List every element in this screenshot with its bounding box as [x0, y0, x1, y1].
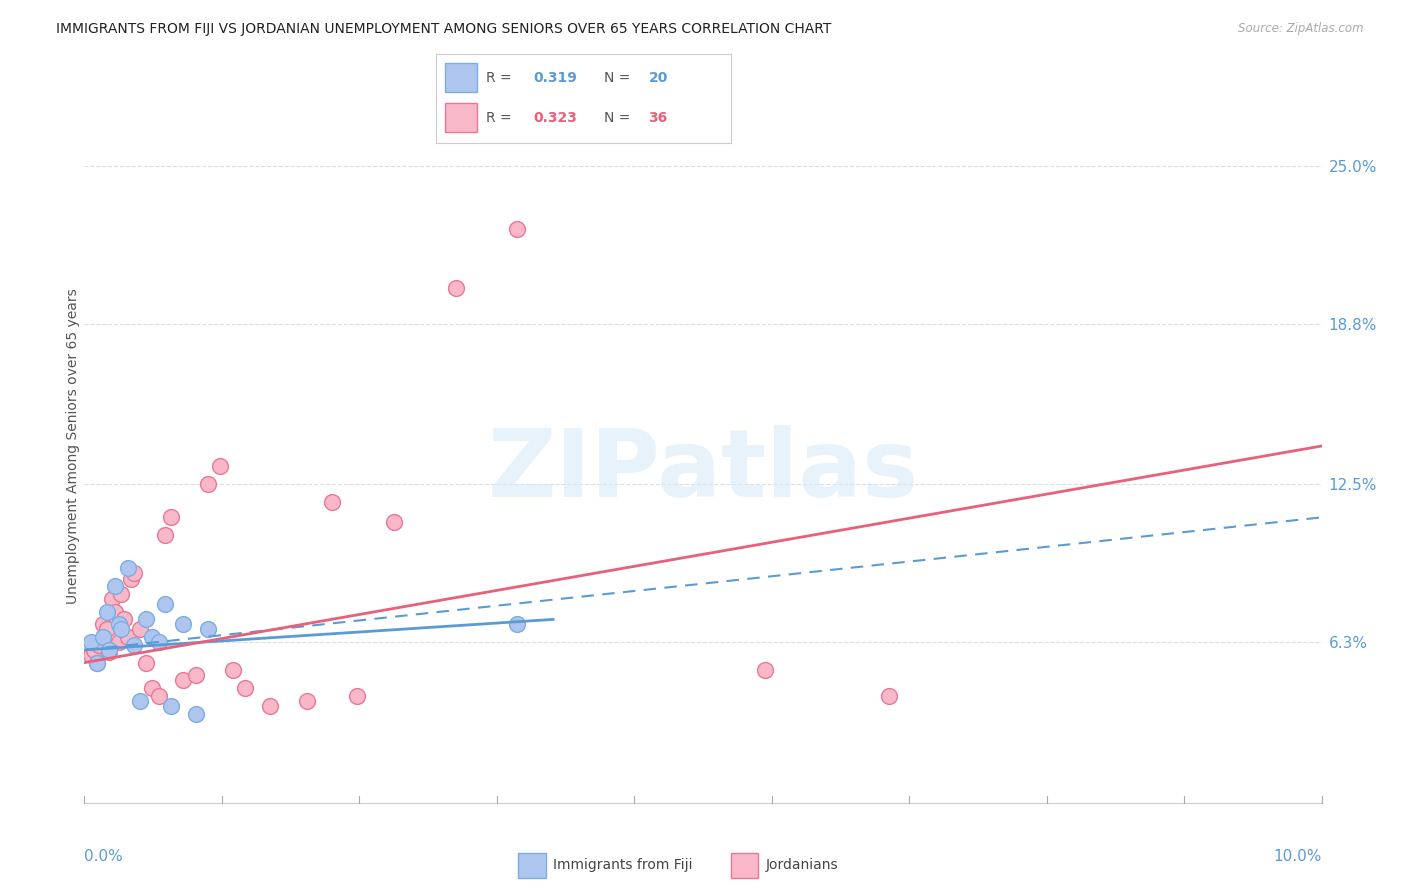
Point — [129, 623, 152, 637]
Point — [108, 635, 131, 649]
Point — [86, 656, 108, 670]
Point — [96, 605, 118, 619]
Text: Jordanians: Jordanians — [766, 858, 838, 872]
Point — [259, 698, 281, 713]
Text: N =: N = — [605, 70, 636, 85]
Point — [108, 617, 131, 632]
Point — [98, 645, 121, 659]
Point — [86, 656, 108, 670]
Point — [91, 630, 114, 644]
Y-axis label: Unemployment Among Seniors over 65 years: Unemployment Among Seniors over 65 years — [66, 288, 80, 604]
Text: ZIPatlas: ZIPatlas — [488, 425, 918, 517]
Point — [100, 591, 122, 606]
Text: Immigrants from Fiji: Immigrants from Fiji — [554, 858, 693, 872]
Bar — [444, 103, 477, 132]
Text: 20: 20 — [648, 70, 668, 85]
Point — [89, 638, 111, 652]
Text: R =: R = — [486, 111, 516, 125]
Text: R =: R = — [486, 70, 516, 85]
Point — [209, 459, 232, 474]
Point — [104, 605, 127, 619]
Point — [382, 516, 405, 530]
Point — [172, 617, 194, 632]
Point — [112, 612, 135, 626]
Bar — [731, 853, 758, 878]
Text: Source: ZipAtlas.com: Source: ZipAtlas.com — [1239, 22, 1364, 36]
Point — [148, 635, 170, 649]
Point — [184, 668, 207, 682]
Point — [197, 477, 219, 491]
Point — [135, 656, 157, 670]
Text: 0.0%: 0.0% — [84, 848, 124, 863]
Point — [120, 572, 142, 586]
Point — [104, 579, 127, 593]
Point — [506, 617, 529, 632]
Text: IMMIGRANTS FROM FIJI VS JORDANIAN UNEMPLOYMENT AMONG SENIORS OVER 65 YEARS CORRE: IMMIGRANTS FROM FIJI VS JORDANIAN UNEMPL… — [56, 22, 831, 37]
Point — [79, 635, 101, 649]
Point — [153, 528, 176, 542]
Text: 10.0%: 10.0% — [1274, 848, 1322, 863]
Point — [321, 495, 343, 509]
Point — [117, 561, 139, 575]
Point — [135, 612, 157, 626]
Point — [91, 617, 114, 632]
Point — [233, 681, 256, 695]
Point — [110, 623, 132, 637]
Point — [83, 643, 105, 657]
Point — [172, 673, 194, 688]
Point — [160, 510, 183, 524]
Point — [160, 698, 183, 713]
Point — [79, 648, 101, 662]
Point — [346, 689, 368, 703]
Bar — [444, 63, 477, 92]
Point — [98, 643, 121, 657]
Point — [110, 587, 132, 601]
Point — [122, 566, 145, 581]
Point — [117, 630, 139, 644]
Point — [197, 623, 219, 637]
Point — [141, 630, 163, 644]
Point — [141, 681, 163, 695]
Text: 0.319: 0.319 — [533, 70, 578, 85]
Point — [96, 623, 118, 637]
Point — [295, 694, 318, 708]
Bar — [517, 853, 546, 878]
Point — [877, 689, 900, 703]
Text: 36: 36 — [648, 111, 668, 125]
Text: N =: N = — [605, 111, 636, 125]
Point — [184, 706, 207, 721]
Point — [129, 694, 152, 708]
Point — [222, 663, 245, 677]
Point — [444, 281, 467, 295]
Point — [754, 663, 776, 677]
Point — [148, 689, 170, 703]
Point — [506, 222, 529, 236]
Point — [153, 597, 176, 611]
Point — [122, 638, 145, 652]
Text: 0.323: 0.323 — [533, 111, 578, 125]
